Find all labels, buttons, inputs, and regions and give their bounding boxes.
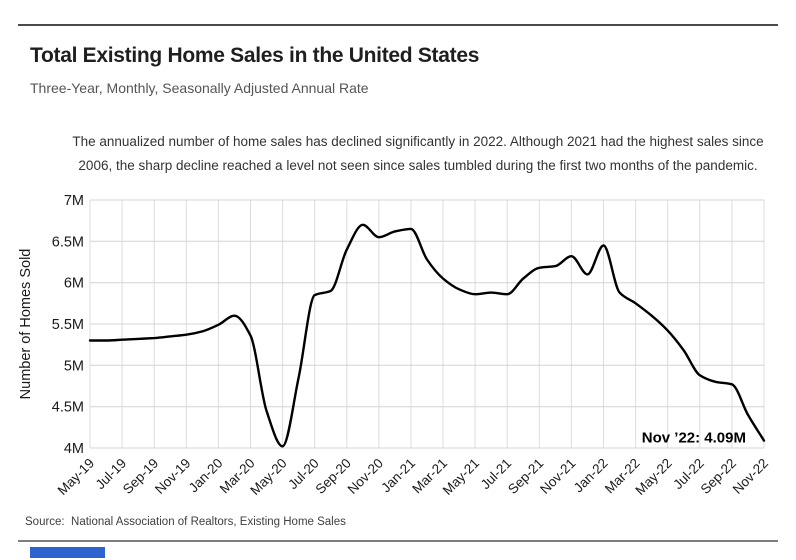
x-tick-label: May-19 [55, 456, 97, 498]
y-tick-label: 7M [64, 193, 84, 209]
y-tick-label: 4.5M [52, 400, 84, 416]
brand-accent-bar [30, 547, 105, 558]
bottom-divider [18, 540, 778, 542]
x-tick-label: May-21 [440, 456, 482, 498]
annotation-line-2: 2006, the sharp decline reached a level … [78, 158, 758, 173]
page-title: Total Existing Home Sales in the United … [30, 44, 480, 67]
x-tick-label: Nov-20 [345, 456, 386, 497]
y-tick-label: 6.5M [52, 234, 84, 250]
x-tick-label: May-22 [632, 456, 674, 498]
chart-annotation: The annualized number of home sales has … [40, 130, 796, 178]
annotation-line-1: The annualized number of home sales has … [72, 134, 764, 149]
y-tick-label: 5M [64, 358, 84, 374]
sales-line-chart: 7M6.5M6M5.5M5M4.5M4MMay-19Jul-19Sep-19No… [18, 193, 771, 498]
y-tick-label: 5.5M [52, 317, 84, 333]
y-axis-title: Number of Homes Sold [18, 249, 34, 400]
top-divider [18, 24, 778, 26]
end-point-label: Nov ’22: 4.09M [642, 430, 746, 447]
x-tick-label: Nov-22 [730, 456, 771, 497]
page-subtitle: Three-Year, Monthly, Seasonally Adjusted… [30, 80, 369, 96]
source-note: Source: National Association of Realtors… [25, 516, 346, 528]
y-tick-label: 6M [64, 276, 84, 292]
sales-line [88, 223, 766, 448]
x-tick-label: Nov-19 [152, 456, 193, 497]
x-tick-label: Nov-21 [537, 456, 578, 497]
x-tick-label: May-20 [247, 456, 289, 498]
y-tick-label: 4M [64, 441, 84, 457]
